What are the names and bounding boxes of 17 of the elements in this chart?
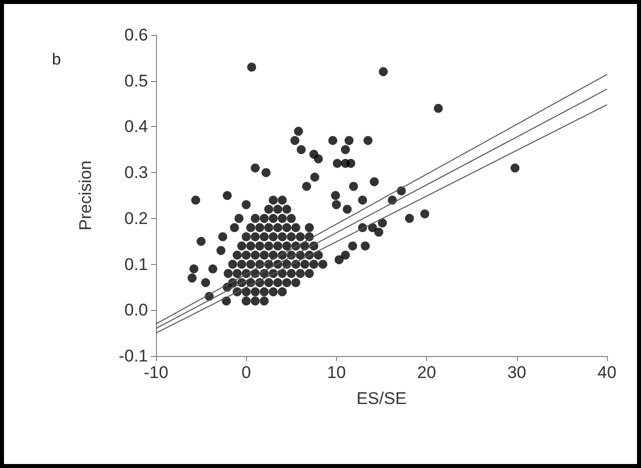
x-tick-label: 40 — [598, 363, 616, 382]
y-tick-label: 0.0 — [124, 300, 148, 320]
y-tick-label: 0.5 — [124, 71, 148, 90]
y-tick-label: 0.4 — [124, 117, 148, 136]
y-tick-label: -0.1 — [118, 346, 148, 366]
text: b — [52, 52, 61, 68]
y-tick-label: 0.6 — [124, 26, 148, 44]
x-tick-label: 30 — [507, 363, 526, 382]
x-axis-title: ES/SE — [356, 389, 407, 408]
y-tick-label: 0.3 — [124, 163, 148, 182]
x-tick-label: 0 — [241, 363, 251, 382]
y-axis-title: Precision — [76, 160, 95, 230]
x-tick-label: 10 — [326, 363, 346, 382]
x-tick-label: -10 — [144, 363, 168, 382]
y-tick-label: 0.2 — [124, 208, 148, 228]
y-tick-label: 0.1 — [124, 254, 148, 274]
x-tick-label: 20 — [417, 363, 436, 382]
